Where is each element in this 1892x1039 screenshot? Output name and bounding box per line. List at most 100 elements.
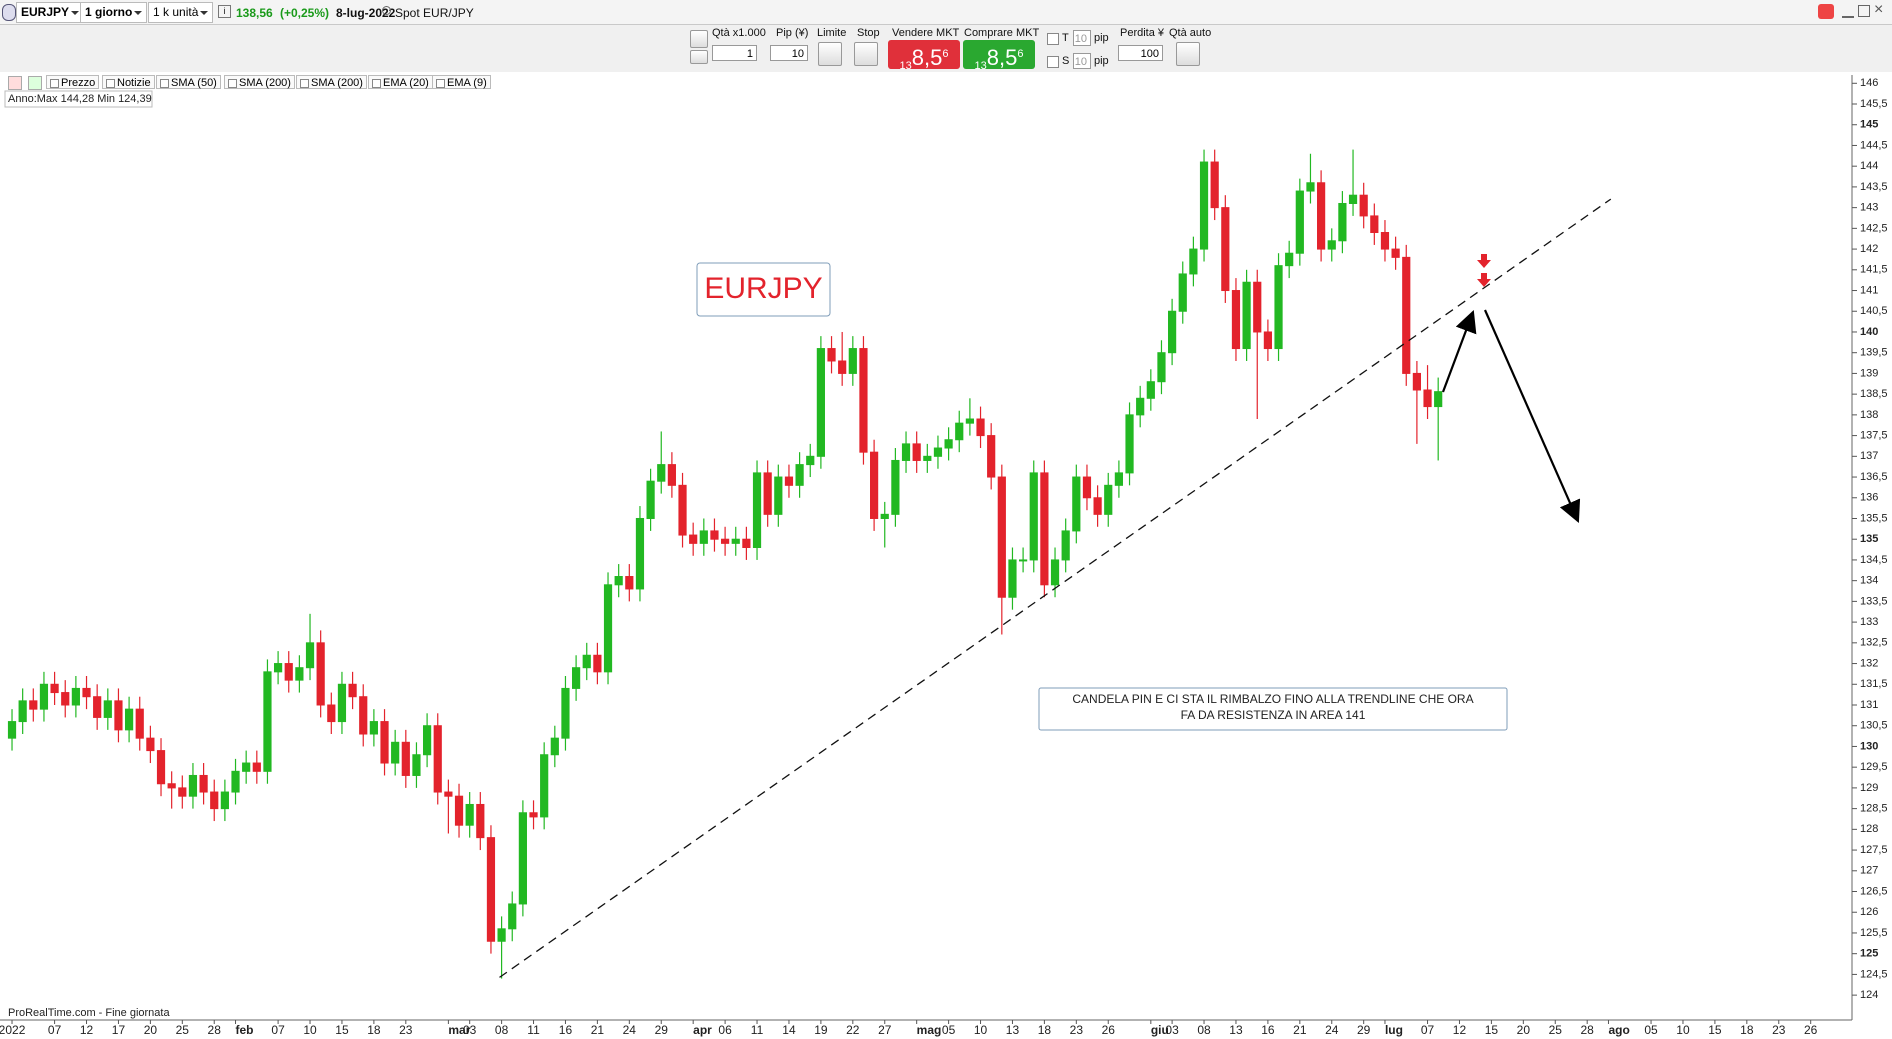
candle-body [18,700,27,723]
indicator[interactable]: EMA (9) [432,75,491,89]
s-label: S [1062,55,1070,67]
y-tick-label: 137 [1860,450,1878,462]
y-tick-label: 124,5 [1860,968,1888,980]
candle-body [763,472,772,515]
s-checkbox[interactable] [1047,56,1059,68]
candle-body [1157,352,1166,383]
candle-body [710,530,719,540]
y-tick-label: 135,5 [1860,512,1888,524]
pip-input[interactable]: 10 [770,45,808,61]
candle-body [1423,389,1432,408]
loss-input[interactable]: 100 [1118,45,1163,61]
add-indicator[interactable] [8,76,22,90]
qty-input[interactable]: 1 [712,45,757,61]
indicator[interactable]: SMA (50) [156,75,221,89]
refresh-icon[interactable] [1818,4,1834,19]
buy-label: Comprare MKT [964,27,1040,39]
candle-body [827,348,836,362]
symbol-select[interactable]: EURJPY [16,2,85,23]
limit-button[interactable] [818,42,842,66]
buy-button[interactable]: 138,56 [963,40,1035,72]
x-tick-label: 27 [878,1023,892,1037]
x-tick-label: 06 [718,1023,732,1037]
candle-body [1210,161,1219,209]
candle-body [689,534,698,544]
x-tick-label: 15 [1485,1023,1499,1037]
qty-label: Qtà x1.000 [712,27,766,39]
s-input[interactable]: 10 [1073,53,1091,69]
indicator[interactable]: EMA (20) [368,75,433,89]
y-tick-label: 142,5 [1860,222,1888,234]
y-tick-label: 132 [1860,657,1878,669]
candle-body [61,692,70,706]
label-box [696,262,831,317]
t-unit: pip [1094,32,1109,44]
candle-body [614,576,623,586]
candle-body [1168,310,1177,354]
candle-body [1019,559,1028,562]
candle-body [1029,472,1038,561]
candle-body [1402,256,1411,374]
indicator[interactable]: SMA (200) [224,75,295,89]
candle-body [1072,476,1081,532]
settings-icon[interactable] [690,30,708,48]
indicator[interactable]: SMA (200) [296,75,367,89]
candle-body [880,513,889,519]
sell-signal [1477,254,1491,268]
timeframe-select[interactable]: 1 giorno [80,2,148,23]
candle-body [1348,194,1358,204]
y-tick-label: 134,5 [1860,554,1888,566]
candle-body [1359,194,1368,217]
y-tick-label: 136 [1860,492,1878,504]
buy-price: 6 [1017,48,1024,60]
candle-body [1434,391,1443,408]
indicator[interactable]: Prezzo [46,75,100,89]
y-tick-label: 132,5 [1860,637,1888,649]
add-indicator[interactable] [28,76,42,90]
sell-button[interactable]: 138,56 [888,40,960,72]
info-icon[interactable]: i [218,5,231,18]
candle-body [646,480,655,519]
candle-body [742,538,751,548]
keypad-icon[interactable] [690,50,708,64]
candle-body [433,725,442,793]
minimize[interactable] [1842,4,1854,18]
y-tick-label: 145,5 [1860,98,1888,110]
candle-body [561,687,570,739]
candle-body [93,696,102,718]
y-tick-label: 140,5 [1860,305,1888,317]
x-tick-label: lug [1385,1023,1403,1037]
candle-body [1082,476,1092,499]
auto-qty-button[interactable] [1176,42,1200,66]
units-select[interactable]: 1 k unità [148,2,214,23]
indicator[interactable]: Notizie [102,75,155,89]
y-tick-label: 142 [1860,243,1878,255]
x-tick-label: 07 [1421,1023,1435,1037]
x-tick-label: 03 [463,1023,477,1037]
restore[interactable] [1858,5,1870,17]
candle-body [252,762,261,772]
candle-body [657,464,666,482]
x-tick-label: 21 [1293,1023,1307,1037]
candle-body [316,642,325,706]
x-tick-label: 11 [527,1023,540,1037]
sell-price: 8,5 [911,45,943,70]
x-tick-label: 21 [591,1023,605,1037]
candle-body [167,783,176,789]
t-checkbox[interactable] [1047,33,1059,45]
s-unit: pip [1094,55,1109,67]
app-icon [2,4,16,21]
close[interactable]: × [1874,1,1884,18]
stop-button[interactable] [854,42,878,66]
candle-body [508,903,517,930]
candle-body [1050,559,1060,586]
auto-qty-label: Qtà auto [1169,27,1212,39]
t-input[interactable]: 10 [1073,30,1091,46]
x-tick-label: 22 [846,1023,860,1037]
candle-body [124,708,134,731]
x-tick-label: ago [1608,1023,1629,1037]
candle-body [444,791,453,797]
candle-body [678,484,687,536]
candle-body [348,683,357,698]
